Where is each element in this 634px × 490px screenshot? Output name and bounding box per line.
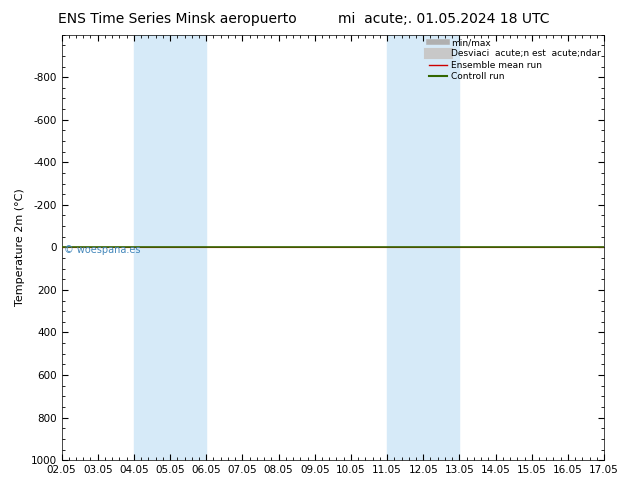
Text: © woespana.es: © woespana.es [64, 245, 141, 255]
Legend: min/max, Desviaci  acute;n est  acute;ndar, Ensemble mean run, Controll run: min/max, Desviaci acute;n est acute;ndar… [427, 36, 602, 83]
Text: mi  acute;. 01.05.2024 18 UTC: mi acute;. 01.05.2024 18 UTC [338, 12, 550, 26]
Bar [134, 35, 206, 460]
Bar [387, 35, 460, 460]
Text: ENS Time Series Minsk aeropuerto: ENS Time Series Minsk aeropuerto [58, 12, 297, 26]
Y-axis label: Temperature 2m (°C): Temperature 2m (°C) [15, 189, 25, 306]
